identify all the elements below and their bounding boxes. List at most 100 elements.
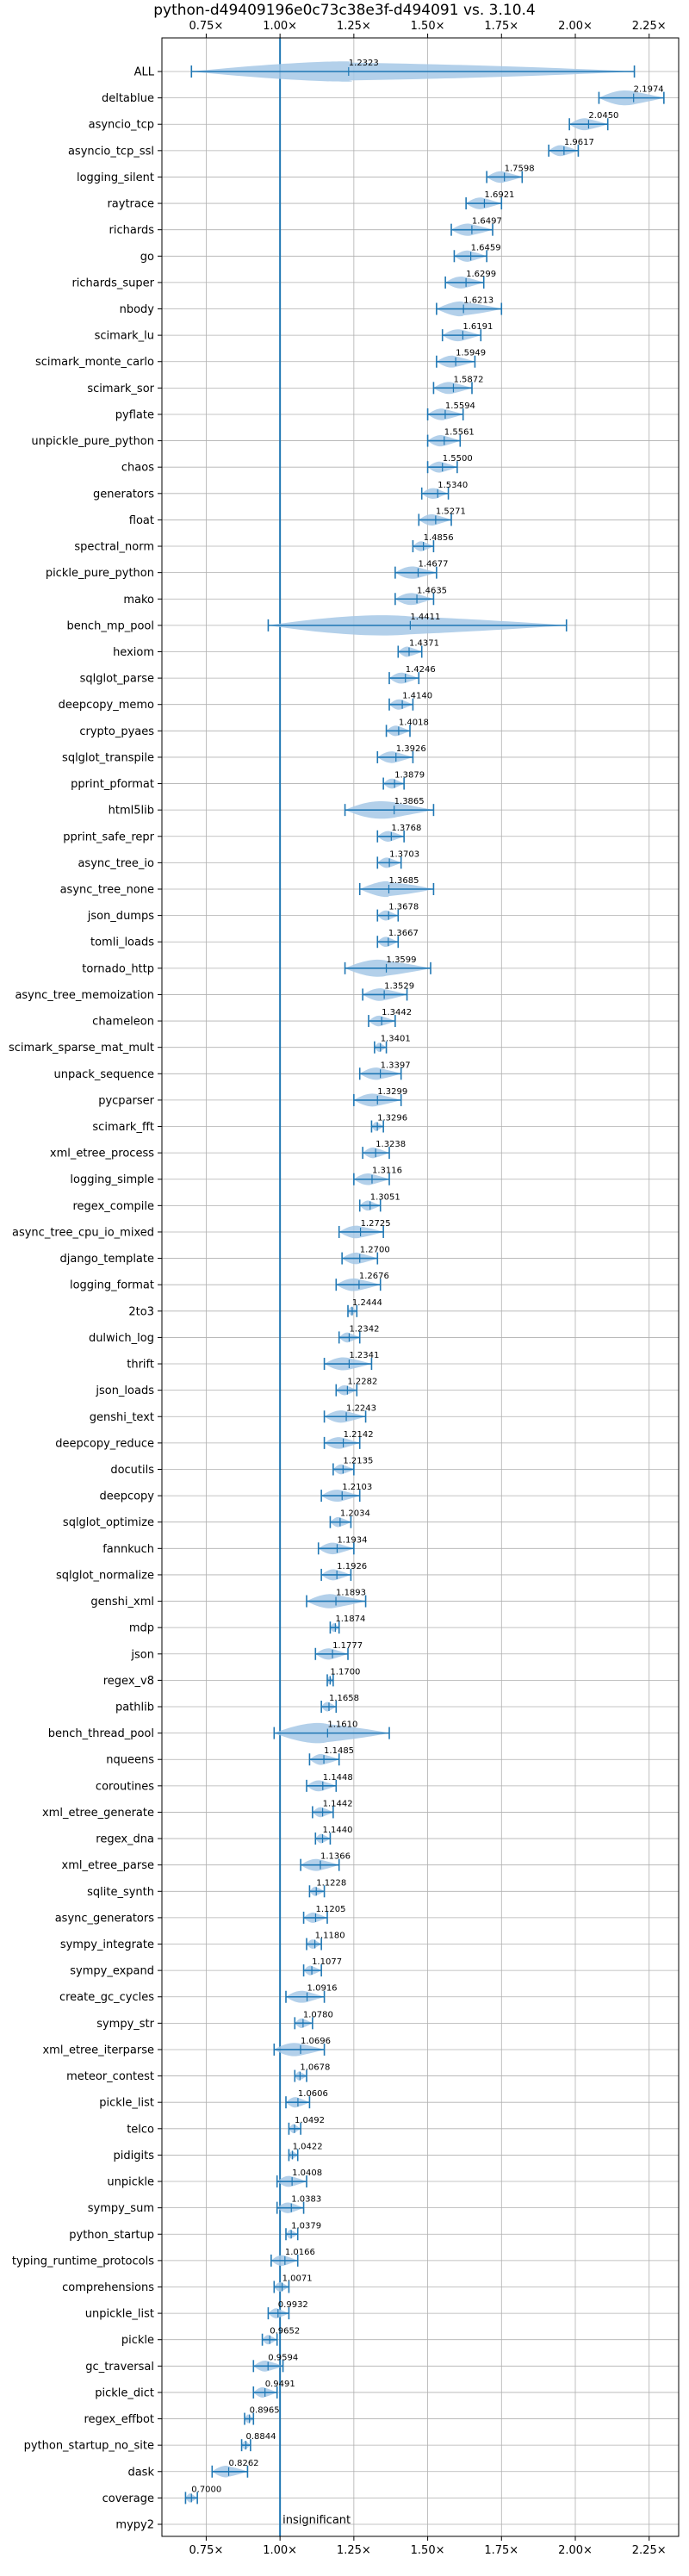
category-label: sympy_sum xyxy=(88,2202,154,2215)
category-label: sympy_integrate xyxy=(60,1938,154,1951)
x-tick-label-top: 1.00× xyxy=(263,20,297,33)
category-label: genshi_xml xyxy=(90,1596,154,1608)
category-label: telco xyxy=(127,2123,154,2136)
value-label: 1.5561 xyxy=(444,428,475,438)
category-label: typing_runtime_protocols xyxy=(12,2255,154,2268)
value-label: 1.1700 xyxy=(330,1667,360,1677)
value-label: 1.2342 xyxy=(349,1324,379,1334)
category-label: bench_thread_pool xyxy=(48,1727,154,1740)
category-label: sqlite_synth xyxy=(87,1886,154,1899)
category-label: pycparser xyxy=(98,1094,154,1107)
category-label: pyflate xyxy=(115,408,154,421)
value-label: 1.3865 xyxy=(394,797,425,806)
value-label: 1.0916 xyxy=(307,1984,338,1994)
category-label: pathlib xyxy=(115,1702,154,1714)
value-label: 1.3397 xyxy=(381,1061,411,1070)
value-label: 0.9932 xyxy=(278,2300,308,2310)
value-label: 1.5340 xyxy=(438,481,468,490)
value-label: 1.1228 xyxy=(316,1878,346,1888)
category-label: sqlglot_parse xyxy=(80,673,154,686)
category-label: python_startup xyxy=(69,2229,154,2242)
value-label: 1.3299 xyxy=(377,1087,407,1097)
value-label: 1.3926 xyxy=(396,744,426,754)
category-label: pprint_safe_repr xyxy=(63,831,154,843)
chart-marks: 1.2323 2.1974 2.0450 1.9617 1.7598 1.6921 1.64… xyxy=(184,38,665,2536)
category-label: unpickle_list xyxy=(85,2308,154,2321)
x-tick-label-bottom: 1.75× xyxy=(484,2544,518,2557)
category-label: logging_format xyxy=(70,1279,154,1292)
value-label: 0.8965 xyxy=(250,2406,280,2416)
value-label: 1.1205 xyxy=(315,1905,345,1914)
category-label: mypy2 xyxy=(115,2519,154,2532)
value-label: 1.3296 xyxy=(377,1114,407,1123)
value-label: 2.1974 xyxy=(634,85,664,95)
category-label: logging_silent xyxy=(77,171,154,184)
value-label: 1.4246 xyxy=(406,665,436,675)
value-label: 1.3667 xyxy=(388,929,419,938)
category-label: tomli_loads xyxy=(90,936,154,949)
value-label: 1.4140 xyxy=(402,692,432,701)
category-label: html5lib xyxy=(109,805,154,818)
value-label: 1.0422 xyxy=(293,2142,323,2151)
x-tick-label-bottom: 2.00× xyxy=(558,2544,593,2557)
category-label: sympy_str xyxy=(96,2018,154,2031)
x-tick-label-top: 1.75× xyxy=(484,20,518,33)
value-label: 1.3879 xyxy=(394,771,425,781)
value-label: 1.6921 xyxy=(484,190,514,200)
category-label: scimark_fft xyxy=(92,1121,154,1134)
category-label: tornado_http xyxy=(82,962,154,975)
category-label: 2to3 xyxy=(128,1305,154,1318)
x-tick-label-top: 1.25× xyxy=(337,20,371,33)
value-label: 1.4411 xyxy=(410,613,440,622)
category-label: hexiom xyxy=(113,646,154,659)
value-label: 0.9491 xyxy=(265,2380,295,2389)
category-label: sqlglot_optimize xyxy=(63,1516,154,1529)
value-label: 1.2700 xyxy=(360,1246,390,1255)
value-label: 1.3401 xyxy=(381,1035,411,1044)
value-label: 1.0696 xyxy=(301,2037,331,2046)
value-label: 1.0678 xyxy=(300,2063,330,2073)
category-label: mako xyxy=(123,594,154,607)
category-label: float xyxy=(129,514,154,527)
category-label: unpickle xyxy=(107,2176,154,2189)
category-label: generators xyxy=(93,488,154,501)
category-label: scimark_sparse_mat_mult xyxy=(9,1042,154,1055)
value-label: 1.2142 xyxy=(344,1430,374,1440)
value-label: 1.3685 xyxy=(388,876,419,886)
plot-area xyxy=(162,38,679,2536)
x-tick-label-top: 2.25× xyxy=(632,20,667,33)
value-label: 1.7598 xyxy=(505,164,535,173)
value-label: 1.0383 xyxy=(291,2195,321,2205)
value-label: 1.2282 xyxy=(347,1378,377,1387)
category-label: pickle_dict xyxy=(95,2386,154,2399)
category-label: nqueens xyxy=(106,1754,154,1767)
value-label: 1.2135 xyxy=(343,1456,373,1465)
value-label: 1.0071 xyxy=(282,2274,313,2283)
value-label: 1.0166 xyxy=(285,2248,315,2257)
category-label: coroutines xyxy=(96,1780,154,1793)
x-tick-label-top: 0.75× xyxy=(189,20,224,33)
category-label: regex_effbot xyxy=(84,2413,154,2426)
value-label: 1.6299 xyxy=(466,270,496,279)
category-label: xml_etree_iterparse xyxy=(42,2044,154,2056)
category-label: deltablue xyxy=(102,92,154,105)
value-label: 1.1440 xyxy=(323,1826,353,1835)
value-label: 1.1366 xyxy=(320,1852,351,1862)
category-label: json xyxy=(130,1648,154,1661)
category-label: python_startup_no_site xyxy=(24,2440,154,2453)
value-label: 1.1180 xyxy=(315,1932,345,1941)
value-label: 1.1658 xyxy=(329,1694,359,1703)
category-label: async_tree_io xyxy=(78,857,154,870)
category-label: nbody xyxy=(120,303,155,316)
value-label: 1.4677 xyxy=(418,560,448,569)
value-label: 1.3116 xyxy=(372,1167,402,1176)
value-label: 1.2444 xyxy=(352,1298,382,1308)
value-label: 1.2323 xyxy=(349,59,379,68)
value-label: 1.6459 xyxy=(471,243,501,252)
value-label: 1.0606 xyxy=(298,2089,328,2099)
category-label: async_tree_none xyxy=(60,884,154,897)
category-label: raytrace xyxy=(107,198,154,211)
category-label: scimark_monte_carlo xyxy=(35,356,154,369)
x-tick-label-top: 1.50× xyxy=(411,20,445,33)
